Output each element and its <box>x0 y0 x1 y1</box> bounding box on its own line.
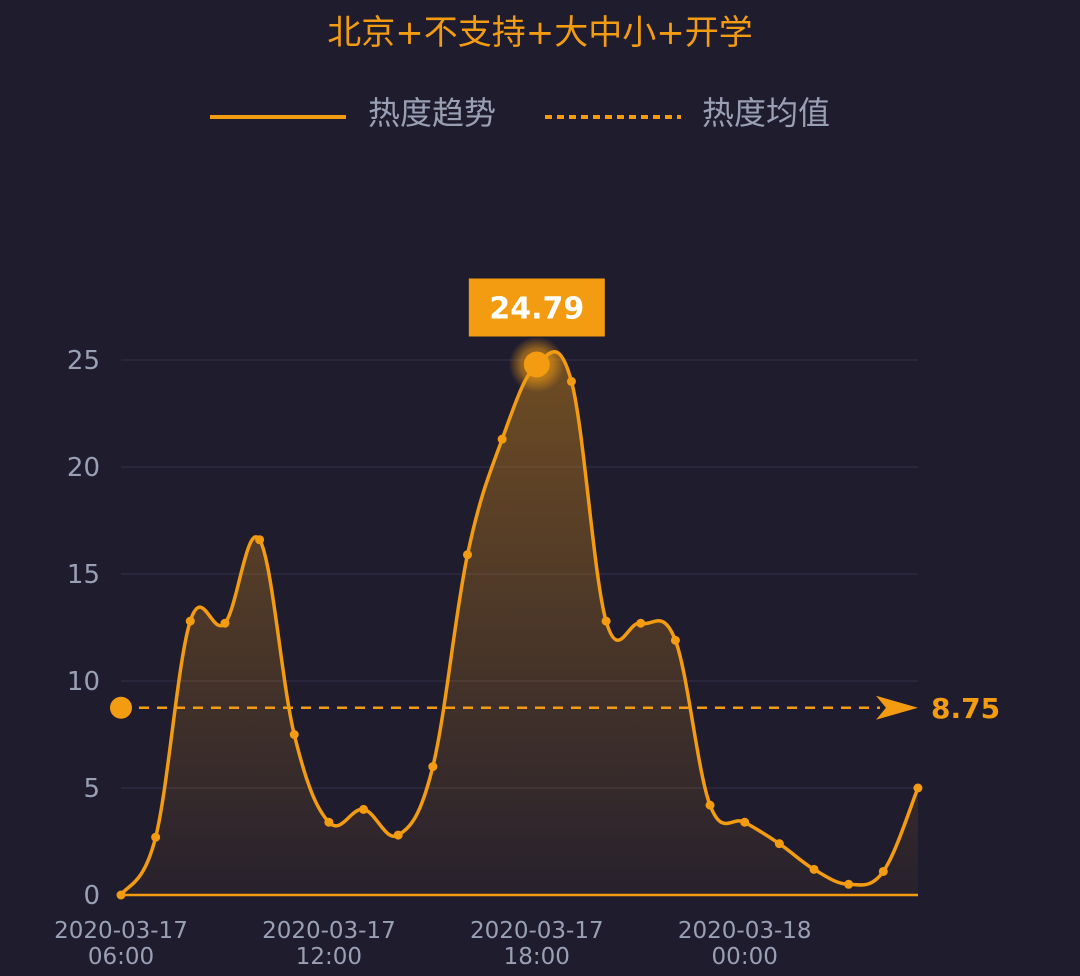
data-point <box>393 830 403 840</box>
legend-mean-label: 热度均值 <box>702 94 830 132</box>
data-point <box>809 864 819 874</box>
x-tick-label-date: 2020-03-17 <box>54 918 188 944</box>
data-point <box>324 817 334 827</box>
y-axis-ticks: 0 5 10 15 20 25 <box>67 346 100 911</box>
legend: 热度趋势 热度均值 <box>210 94 830 132</box>
mean-value-label: 8.75 <box>931 692 1000 725</box>
peak-value-label: 24.79 <box>489 291 584 326</box>
x-tick-label-time: 00:00 <box>712 944 778 970</box>
x-axis-ticks: 2020-03-1706:002020-03-1712:002020-03-17… <box>54 918 811 970</box>
peak-label-box <box>468 278 605 337</box>
mean-arrow-icon <box>876 695 918 720</box>
mean-line-group: 8.75 <box>110 692 1000 725</box>
peak-marker-group: 24.79 <box>468 278 605 393</box>
y-tick-label: 0 <box>83 881 100 911</box>
data-point <box>289 730 299 739</box>
data-point <box>151 832 161 842</box>
y-tick-label: 5 <box>83 774 100 804</box>
y-tick-label: 20 <box>67 453 100 483</box>
y-tick-label: 10 <box>67 667 100 697</box>
data-point <box>774 839 784 849</box>
data-point <box>428 762 438 772</box>
mean-start-dot <box>110 696 132 719</box>
x-tick-label-date: 2020-03-17 <box>262 918 396 944</box>
chart-title: 北京+不支持+大中小+开学 <box>327 13 752 53</box>
y-tick-label: 15 <box>67 560 100 590</box>
data-point <box>705 800 715 810</box>
data-point <box>636 618 646 628</box>
data-point <box>255 535 265 545</box>
data-point <box>740 817 750 827</box>
data-point <box>185 616 195 626</box>
x-tick-label-time: 06:00 <box>88 944 154 970</box>
data-point <box>463 550 472 560</box>
x-tick-label-time: 18:00 <box>504 944 570 970</box>
legend-trend-label: 热度趋势 <box>368 94 496 132</box>
data-point <box>359 804 369 814</box>
data-point <box>601 616 611 626</box>
data-point <box>878 866 888 876</box>
trend-area <box>121 351 918 895</box>
data-point <box>220 618 230 628</box>
data-point <box>844 879 854 889</box>
data-point <box>497 434 507 444</box>
y-tick-label: 25 <box>67 346 100 376</box>
x-tick-label-time: 12:00 <box>296 944 362 970</box>
trend-points <box>116 376 923 900</box>
data-point <box>913 783 923 793</box>
data-point <box>670 635 680 645</box>
x-tick-label-date: 2020-03-18 <box>678 918 812 944</box>
x-tick-label-date: 2020-03-17 <box>470 918 604 944</box>
data-point <box>116 890 126 900</box>
peak-dot <box>523 351 550 378</box>
data-point <box>566 376 576 386</box>
